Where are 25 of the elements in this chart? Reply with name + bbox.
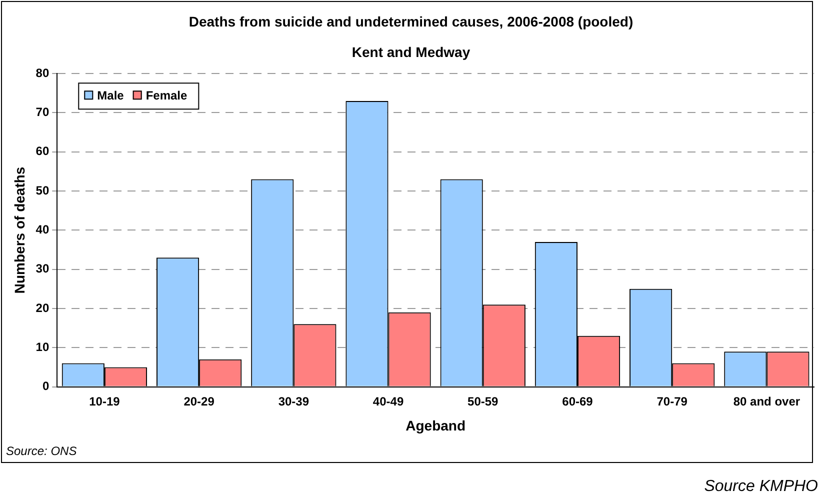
y-axis-title: Numbers of deaths <box>11 166 28 294</box>
y-tick-label: 70 <box>36 105 50 120</box>
y-tick-label: 80 <box>36 66 50 80</box>
y-tick-label: 40 <box>36 222 50 237</box>
x-tick-label: 50-59 <box>468 394 499 408</box>
y-tick-label: 30 <box>36 262 50 276</box>
x-tick-label: 30-39 <box>278 394 310 408</box>
y-tick-label: 10 <box>36 340 50 354</box>
y-tick-label: 0 <box>42 379 50 394</box>
legend-label: Female <box>146 88 188 102</box>
legend-label: Male <box>97 88 124 102</box>
x-tick-label: 10-19 <box>89 394 120 408</box>
chart-subtitle: Kent and Medway <box>352 44 470 60</box>
x-tick-label: 70-79 <box>656 394 688 408</box>
y-tick-label: 50 <box>36 183 50 198</box>
x-tick-label: 80 and over <box>733 394 800 408</box>
y-tick-label: 60 <box>36 144 50 158</box>
source-note: Source KMPHO <box>704 478 818 495</box>
x-tick-label: 60-69 <box>562 394 594 408</box>
y-tick-label: 20 <box>36 300 50 315</box>
x-tick-label: 40-49 <box>372 394 404 408</box>
x-tick-label: 20-29 <box>184 394 215 408</box>
source-note: Source: ONS <box>6 444 77 458</box>
chart-title: Deaths from suicide and undetermined causes, 2006-2008 (pooled) <box>188 13 634 30</box>
x-axis-title: Ageband <box>406 417 466 434</box>
